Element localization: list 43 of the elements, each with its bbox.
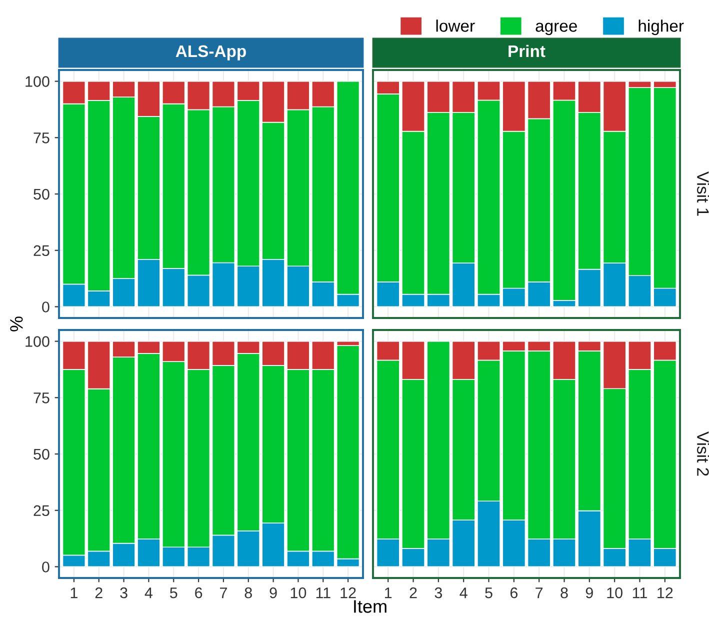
y-tick-label: 0 bbox=[42, 302, 50, 312]
x-tick-label: 12 bbox=[340, 587, 356, 598]
x-tick-label: 9 bbox=[586, 587, 593, 598]
x-tick-label: 11 bbox=[316, 588, 330, 598]
x-tick-label: 4 bbox=[460, 588, 468, 598]
y-tick-label: 75 bbox=[34, 392, 50, 404]
x-tick-label: 5 bbox=[170, 588, 178, 598]
y-tick-label: 100 bbox=[26, 336, 50, 347]
x-tick-label: 9 bbox=[270, 587, 277, 598]
y-tick-label: 100 bbox=[26, 76, 50, 87]
x-axis-title: Item bbox=[354, 600, 386, 613]
legend-label: agree bbox=[536, 22, 577, 36]
legend-label: higher bbox=[638, 20, 684, 36]
x-tick-label: 10 bbox=[290, 587, 306, 598]
x-tick-label: 11 bbox=[632, 588, 647, 598]
x-tick-label: 3 bbox=[120, 587, 128, 598]
x-tick-label: 6 bbox=[510, 587, 518, 598]
y-tick-label: 25 bbox=[34, 245, 50, 256]
x-tick-label: 2 bbox=[410, 587, 417, 598]
x-tick-label: 3 bbox=[434, 587, 442, 598]
x-tick-label: 2 bbox=[95, 587, 102, 598]
y-tick-label: 50 bbox=[34, 188, 50, 200]
chart-title: Print bbox=[508, 44, 546, 58]
y-tick-label: 25 bbox=[34, 505, 50, 516]
x-tick-label: 7 bbox=[536, 588, 543, 598]
y-axis-title: % bbox=[10, 316, 23, 332]
x-tick-label: 12 bbox=[658, 587, 673, 598]
x-tick-label: 6 bbox=[195, 587, 202, 598]
x-tick-label: 1 bbox=[70, 588, 78, 598]
y-tick-label: 0 bbox=[42, 562, 50, 572]
legend-label: lower bbox=[436, 20, 475, 32]
x-tick-label: 4 bbox=[144, 588, 153, 598]
y-tick-label: 75 bbox=[34, 132, 50, 144]
y-tick-label: 50 bbox=[34, 448, 50, 460]
y2-axis-title: Visit 2 bbox=[697, 432, 709, 476]
x-tick-label: 10 bbox=[607, 587, 622, 598]
y2-axis-title: Visit 1 bbox=[697, 172, 709, 216]
x-tick-label: 7 bbox=[220, 588, 227, 598]
x-tick-label: 8 bbox=[560, 587, 568, 598]
chart-title: ALS-App bbox=[176, 45, 246, 60]
x-tick-label: 8 bbox=[244, 587, 252, 598]
x-tick-label: 1 bbox=[385, 588, 392, 598]
x-tick-label: 5 bbox=[485, 588, 492, 598]
